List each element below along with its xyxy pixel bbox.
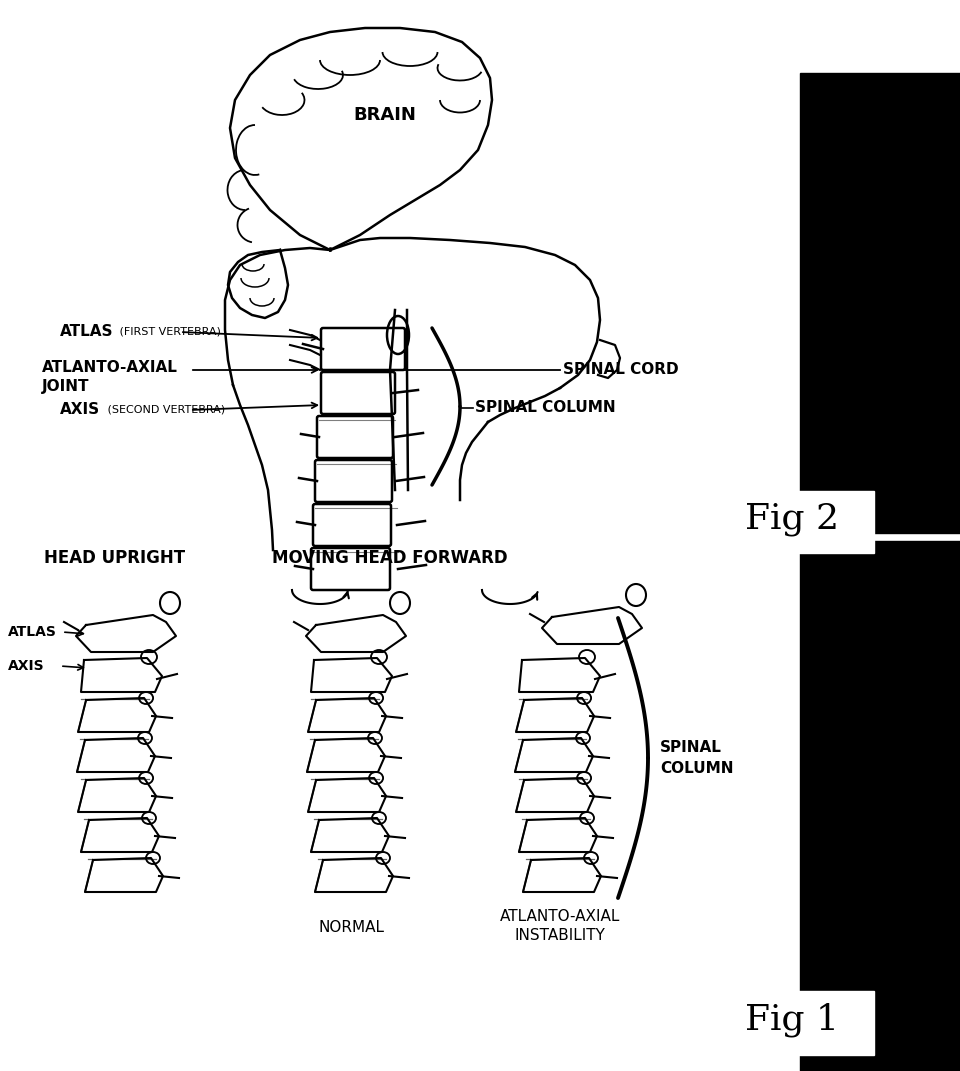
Polygon shape: [330, 238, 600, 491]
Polygon shape: [516, 778, 594, 812]
Bar: [800, 73, 960, 533]
Text: ATLAS: ATLAS: [8, 625, 57, 639]
Text: (SECOND VERTEBRA): (SECOND VERTEBRA): [104, 405, 226, 414]
Text: SPINAL COLUMN: SPINAL COLUMN: [475, 401, 615, 416]
Polygon shape: [519, 658, 600, 692]
Polygon shape: [228, 250, 288, 318]
Polygon shape: [77, 738, 155, 772]
Bar: [800, 541, 960, 1071]
Text: AXIS: AXIS: [8, 659, 44, 673]
Text: BRAIN: BRAIN: [353, 106, 417, 124]
Polygon shape: [308, 698, 386, 731]
Bar: [725, 991, 874, 1055]
Text: Fig 2: Fig 2: [745, 502, 839, 537]
Text: AXIS: AXIS: [60, 403, 100, 418]
Polygon shape: [81, 818, 159, 853]
Text: JOINT: JOINT: [42, 378, 89, 393]
Polygon shape: [78, 778, 156, 812]
Polygon shape: [515, 738, 593, 772]
Polygon shape: [315, 858, 393, 892]
Polygon shape: [308, 778, 386, 812]
Polygon shape: [523, 858, 601, 892]
Text: Fig 1: Fig 1: [745, 1002, 839, 1037]
Polygon shape: [311, 818, 389, 853]
Polygon shape: [519, 818, 597, 853]
Text: (FIRST VERTEBRA): (FIRST VERTEBRA): [116, 327, 221, 337]
Polygon shape: [542, 607, 642, 644]
Polygon shape: [230, 28, 492, 250]
Bar: [725, 491, 874, 553]
Polygon shape: [76, 615, 176, 652]
Polygon shape: [306, 615, 406, 652]
Polygon shape: [78, 698, 156, 731]
Polygon shape: [516, 698, 594, 731]
Polygon shape: [85, 858, 163, 892]
Polygon shape: [311, 658, 392, 692]
Text: ATLANTO-AXIAL
INSTABILITY: ATLANTO-AXIAL INSTABILITY: [500, 908, 620, 944]
Text: MOVING HEAD FORWARD: MOVING HEAD FORWARD: [273, 549, 508, 567]
Text: SPINAL
COLUMN: SPINAL COLUMN: [660, 740, 733, 776]
Text: NORMAL: NORMAL: [319, 920, 385, 935]
Text: ATLAS: ATLAS: [60, 325, 113, 340]
Polygon shape: [81, 658, 162, 692]
Text: HEAD UPRIGHT: HEAD UPRIGHT: [44, 549, 185, 567]
Text: SPINAL CORD: SPINAL CORD: [563, 362, 679, 377]
Polygon shape: [307, 738, 385, 772]
Text: ATLANTO-AXIAL: ATLANTO-AXIAL: [42, 361, 178, 376]
